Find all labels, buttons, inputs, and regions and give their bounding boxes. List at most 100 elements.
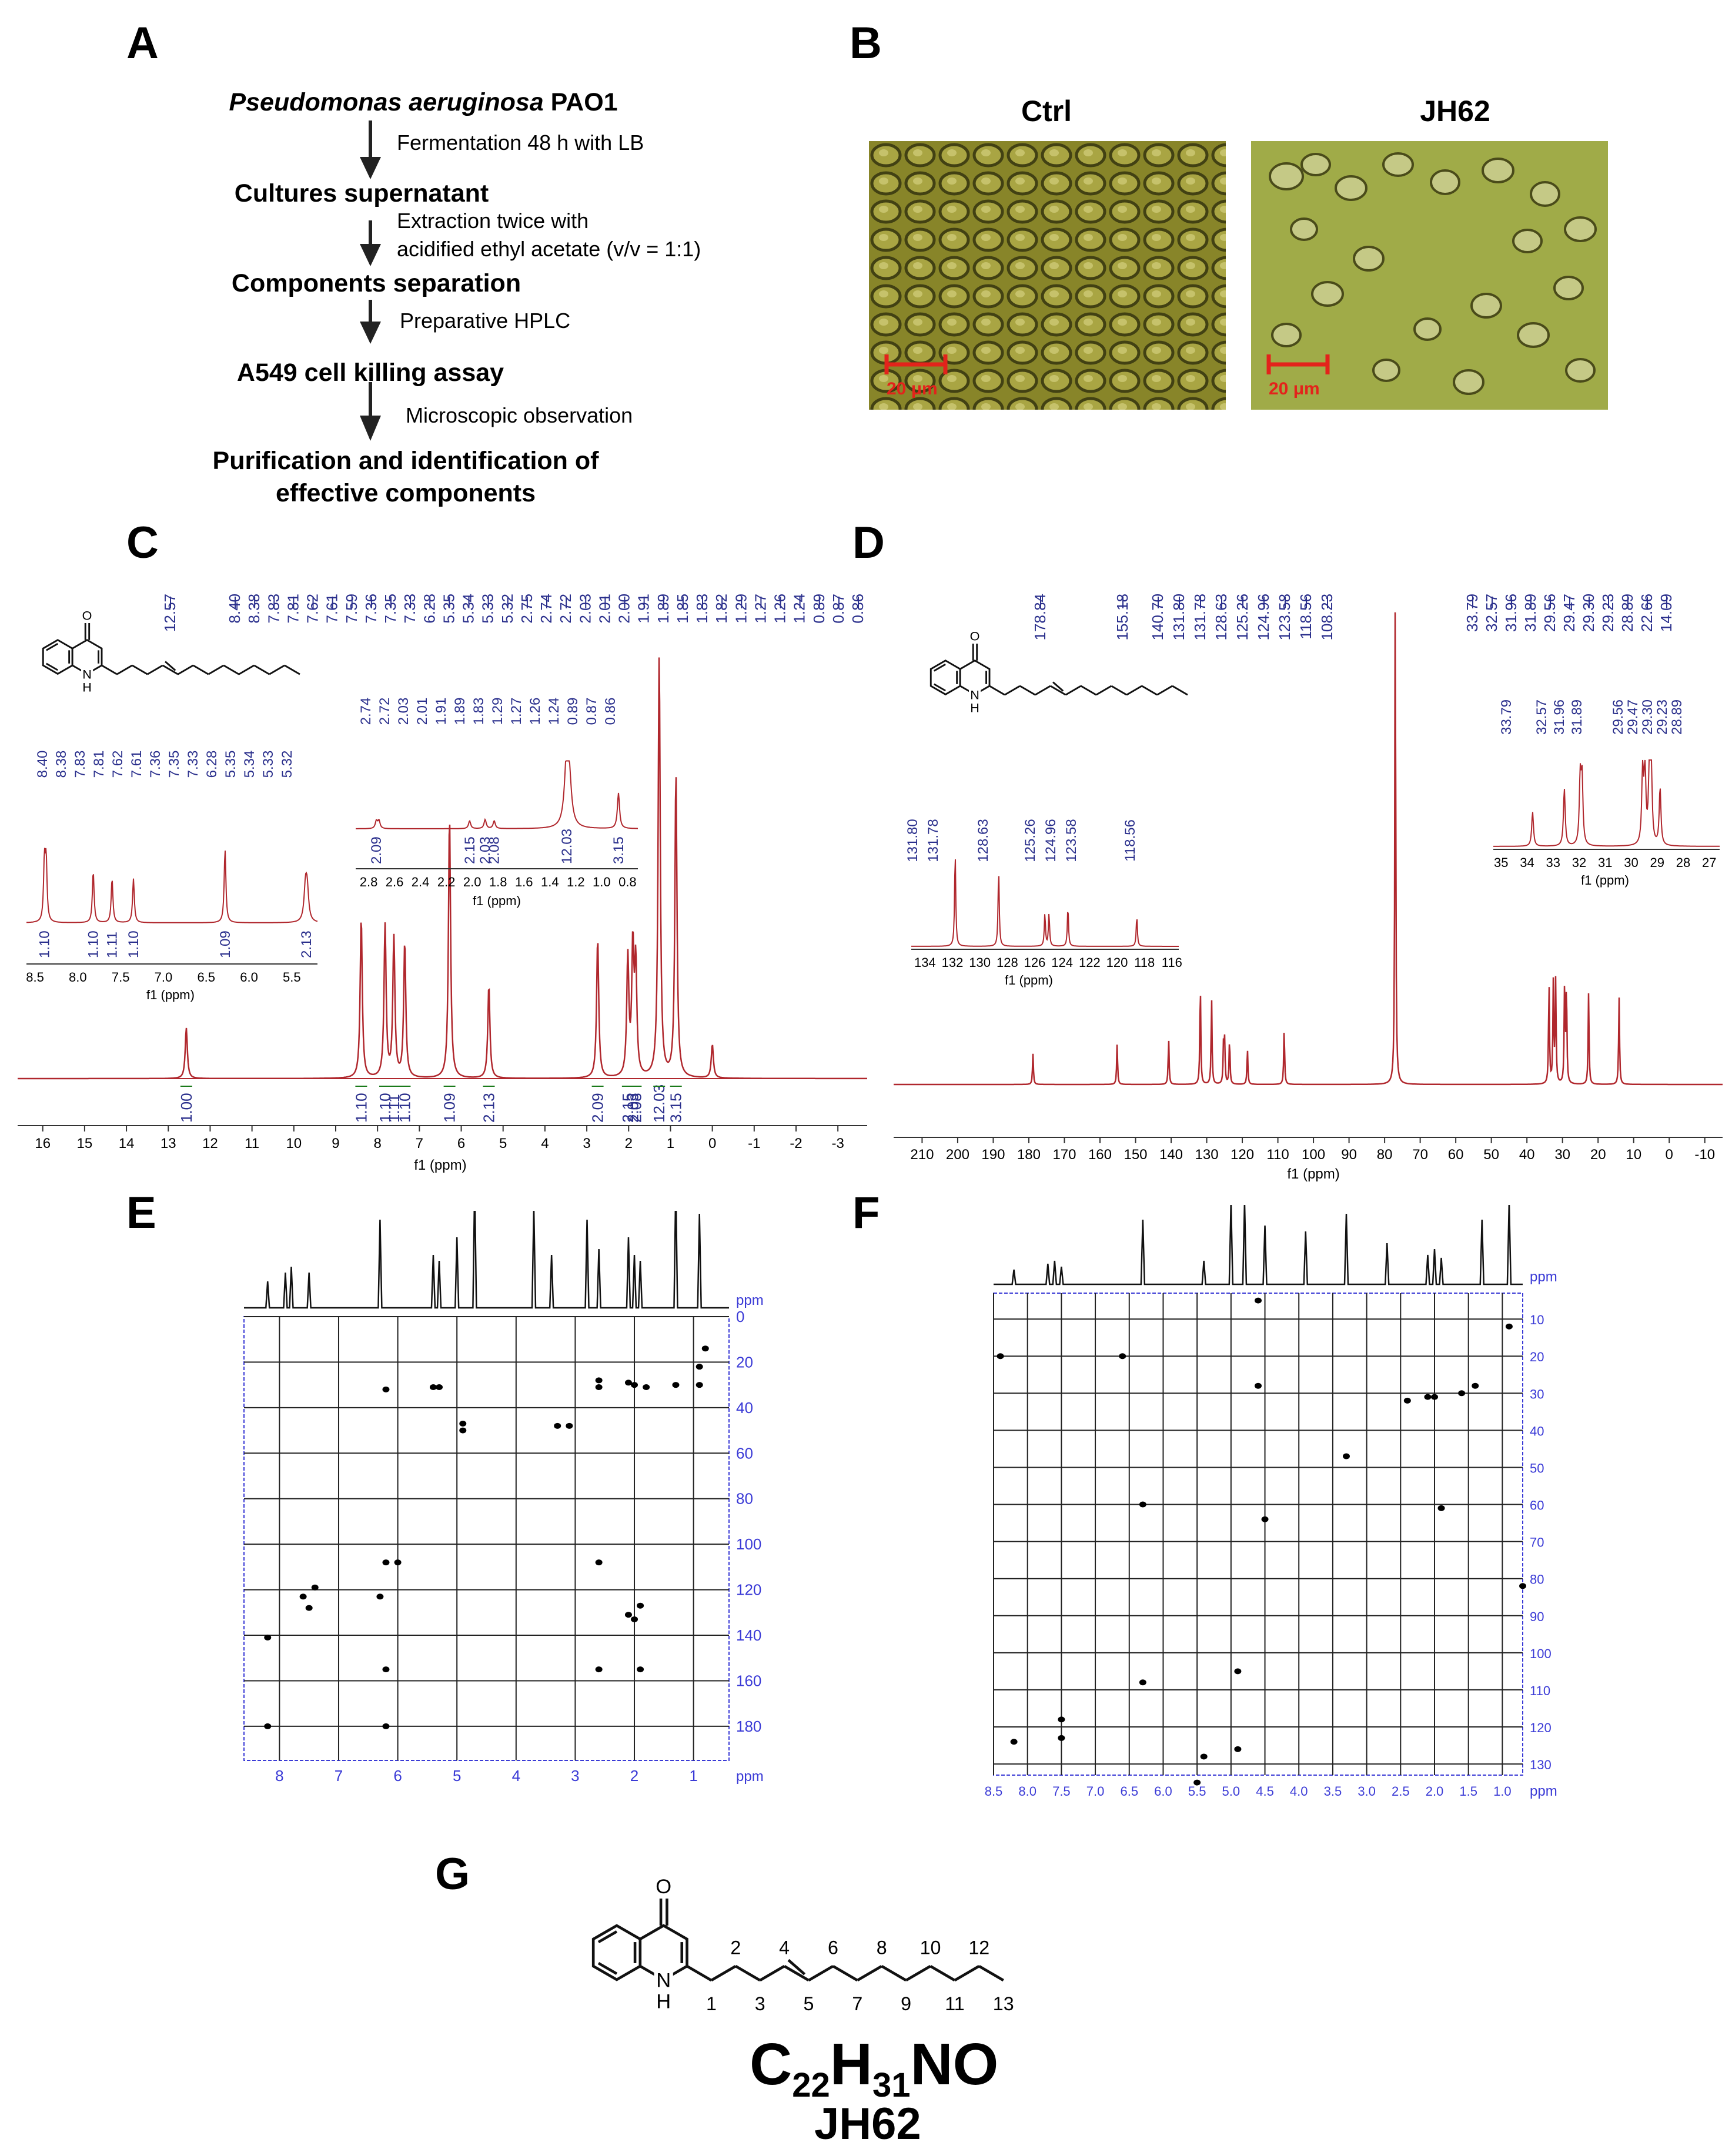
chain-bond (192, 664, 209, 675)
carbon-number: 6 (828, 1937, 838, 1958)
c-inset1-peak-label: 5.35 (223, 751, 239, 778)
scale-label-jh62: 20 μm (1269, 379, 1320, 399)
c-x-tick-label: -1 (748, 1136, 760, 1151)
nmr-e-cross-peak (701, 1345, 709, 1352)
nmr-e-frame (243, 1316, 730, 1761)
nmr-f-cross-peak (1058, 1735, 1065, 1741)
c-inset2-tick: 1.4 (541, 875, 559, 889)
d-inset1-peak-label: 131.80 (905, 819, 921, 862)
d-x-tick-label: 80 (1377, 1147, 1393, 1163)
nmr-e-y-unit: ppm (736, 1293, 764, 1308)
c-integral-value: 1.10 (376, 1093, 394, 1123)
nmr-e-cross-peak (311, 1584, 319, 1591)
d-inset1-tick: 134 (914, 955, 936, 970)
c-x-tick-label: 2 (625, 1136, 633, 1151)
c-inset2-integral: 12.03 (559, 829, 575, 864)
nmr-f-x-unit: ppm (1530, 1783, 1557, 1799)
c-inset1-xlabel: f1 (ppm) (146, 987, 195, 1002)
carbon-number: 9 (901, 1993, 911, 2014)
pyridone-ring (959, 659, 991, 696)
d-inset1-peak-label: 131.78 (925, 819, 941, 862)
c-x-tick-label: 13 (161, 1136, 176, 1151)
n-mask (81, 667, 93, 680)
c-inset2-integral: 2.08 (487, 836, 503, 864)
d-inset2-peak-label: 33.79 (1499, 699, 1514, 735)
panel-label-g: G (435, 1849, 470, 1899)
nmr-e-cross-peak (382, 1559, 390, 1566)
nmr-f-y-unit: ppm (1530, 1269, 1557, 1285)
nmr-f-x-tick: 7.0 (1086, 1784, 1105, 1799)
carbon-number: 10 (920, 1937, 941, 1958)
nmr-f-x-tick: 3.0 (1357, 1784, 1376, 1799)
chain-bond (177, 664, 194, 675)
chain-bond (1049, 685, 1066, 696)
d-structure: O NH (929, 628, 1188, 715)
c-inset2-tick: 1.0 (593, 875, 611, 889)
formula-no: NO (910, 2031, 999, 2097)
nmr-f-x-tick: 2.0 (1426, 1784, 1444, 1799)
flow-step1-note: Fermentation 48 h with LB (397, 130, 644, 155)
c-inset2-integral: 2.03 (477, 836, 493, 864)
compound-name: JH62 (814, 2099, 921, 2149)
spectrum-c: 12.57 8.40 8.38 7.83 7.81 7.62 7.61 7.59 7.36 7.3… (18, 594, 867, 1173)
nmr-f-y-tick: 20 (1530, 1350, 1544, 1364)
d-inset1-tick: 120 (1106, 955, 1128, 970)
d-x-tick-label: 70 (1412, 1147, 1428, 1163)
formula-h-count: 31 (872, 2066, 911, 2104)
aromatic-bond (46, 662, 58, 671)
c-inset2-peak-label: 0.86 (603, 698, 618, 725)
c-inset2-peak-label: 1.91 (433, 698, 449, 725)
formula-c: C (750, 2031, 793, 2097)
d-x-tick-label: 40 (1519, 1147, 1535, 1163)
c-inset1-integral: 1.09 (218, 930, 233, 958)
d-inset2-tick: 35 (1494, 855, 1508, 870)
nmr-f-cross-peak (1234, 1668, 1242, 1675)
nmr-f-cross-peak (1234, 1746, 1242, 1752)
c-inset1-peak-label: 7.62 (110, 751, 126, 778)
d-x-tick-label: 130 (1195, 1147, 1219, 1163)
d-inset2-peak-label: 29.47 (1625, 699, 1641, 735)
c-inset2-tick: 0.8 (618, 875, 637, 889)
nmr-e-cross-peak (696, 1382, 703, 1388)
nmr-e-cross-peak (299, 1593, 307, 1600)
aromatic-bond (934, 683, 946, 692)
d-inset1-trace (911, 859, 1179, 947)
c-x-tick-label: 3 (583, 1136, 590, 1151)
flow-step4-note: Microscopic observation (406, 403, 633, 427)
scale-label-ctrl: 20 μm (887, 379, 938, 399)
chain-bond (116, 664, 133, 675)
d-x-axis-label: f1 (ppm) (1287, 1166, 1339, 1181)
c-x-tick-label: 5 (499, 1136, 507, 1151)
d-inset2-peak-label: 28.89 (1669, 699, 1685, 735)
nmr-e-cross-peak (554, 1422, 561, 1429)
c-inset2-peak-label: 1.83 (471, 698, 487, 725)
d-inset2-trace (1493, 759, 1720, 847)
chain-bond (783, 1965, 810, 1982)
nmr-e-x-tick: 8 (275, 1767, 283, 1785)
nmr-f-x-tick: 2.5 (1392, 1784, 1410, 1799)
d-inset1-peak-label: 123.58 (1064, 819, 1079, 862)
nmr-e-cross-peak (436, 1384, 443, 1391)
d-inset2-peak-label: 29.23 (1654, 699, 1670, 735)
d-x-tick-label: 30 (1554, 1147, 1570, 1163)
c-integral-value: 2.13 (480, 1093, 498, 1123)
nmr-f-cross-peak (1010, 1739, 1018, 1745)
c-inset1-integral: 1.11 (105, 932, 121, 958)
nmr-f-y-tick: 120 (1530, 1720, 1552, 1735)
oxygen-label: O (656, 1876, 671, 1898)
d-inset-aliphatic: 35 34 33 32 31 30 29 28 27 f1 (ppm) 33.79 32.57 31.9… (1493, 699, 1720, 888)
nmr-e-cross-peak (459, 1427, 467, 1434)
nmr-f-cross-peak (1424, 1394, 1432, 1400)
nmr-f-cross-peak (1119, 1353, 1126, 1360)
c-peak-labels: 12.57 8.40 8.38 7.83 7.81 7.62 7.61 7.59 7.36 7.3… (161, 594, 867, 632)
c-structure: O NH (42, 608, 300, 695)
nmr-e-cross-peak (459, 1420, 467, 1427)
nmr-f-y-tick: 110 (1530, 1683, 1550, 1698)
benzene-ring (591, 1924, 642, 1981)
nmr-e-x-tick: 5 (453, 1767, 461, 1785)
c-inset1-integral: 2.13 (299, 930, 315, 958)
flow-step5-line1: Purification and identification of (212, 447, 599, 475)
flow-arrows (360, 120, 381, 441)
chain-bond (881, 1965, 907, 1982)
